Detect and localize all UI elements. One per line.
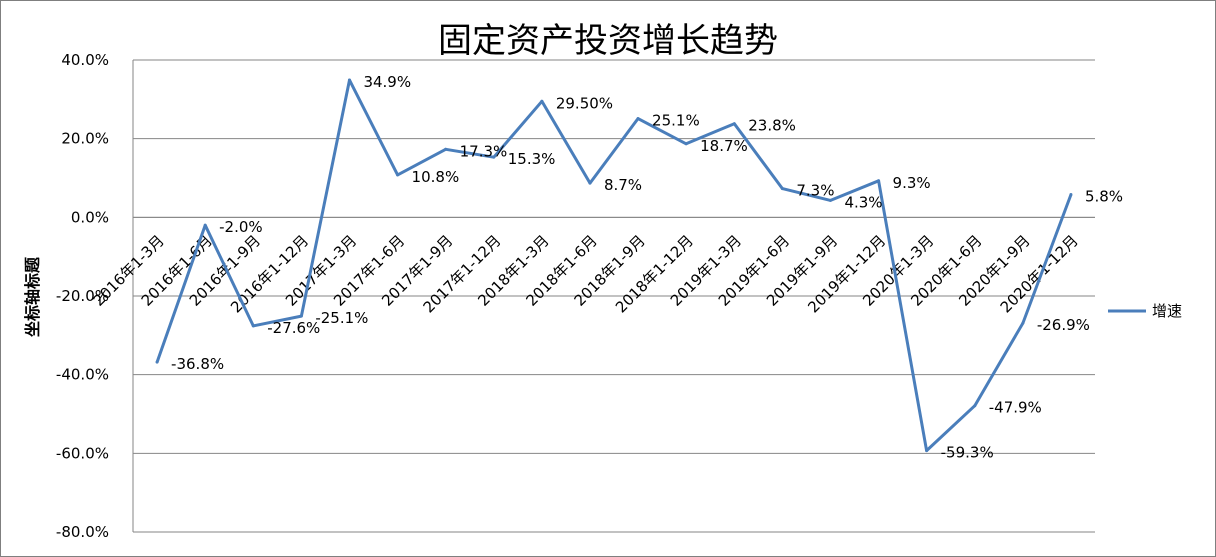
data-point bbox=[780, 187, 784, 191]
data-label: 8.7% bbox=[604, 176, 642, 194]
data-label: -47.9% bbox=[989, 399, 1042, 417]
data-point bbox=[684, 142, 688, 146]
data-point bbox=[925, 449, 929, 453]
data-point bbox=[155, 360, 159, 364]
gridlines bbox=[133, 59, 1095, 533]
series-lines bbox=[155, 78, 1073, 453]
y-tick-label: 40.0% bbox=[61, 51, 109, 69]
data-label: -25.1% bbox=[315, 309, 368, 327]
y-tick-label: -40.0% bbox=[56, 366, 109, 384]
data-label: -27.6% bbox=[267, 319, 320, 337]
y-tick-label: -20.0% bbox=[56, 287, 109, 305]
y-tick-label: 0.0% bbox=[71, 208, 109, 226]
data-point bbox=[203, 223, 207, 227]
data-label: -2.0% bbox=[219, 218, 263, 236]
data-labels: -36.8% -2.0% -27.6%-25.1% 34.9% 10.8%17.3% 15… bbox=[171, 73, 1123, 462]
data-label: 25.1% bbox=[652, 112, 700, 130]
data-label: -36.8% bbox=[171, 355, 224, 373]
data-point bbox=[396, 173, 400, 177]
data-point bbox=[251, 324, 255, 328]
y-axis: 40.0% 20.0% 0.0% -20.0% -40.0% -60.0% -80.0% bbox=[56, 51, 134, 541]
data-point bbox=[973, 404, 977, 408]
legend: 增速 bbox=[1108, 302, 1182, 320]
chart-title: 固定资产投资增长趋势 bbox=[438, 21, 778, 61]
data-point bbox=[732, 122, 736, 126]
data-point bbox=[1069, 193, 1073, 197]
data-point bbox=[492, 155, 496, 159]
data-label: 9.3% bbox=[893, 174, 931, 192]
legend-label: 增速 bbox=[1152, 302, 1182, 320]
data-label: 29.50% bbox=[556, 94, 613, 112]
data-label: 4.3% bbox=[844, 193, 882, 211]
data-point bbox=[299, 314, 303, 318]
data-point bbox=[877, 179, 881, 183]
data-point bbox=[636, 117, 640, 121]
data-point bbox=[540, 99, 544, 103]
series-line-zengsu bbox=[155, 78, 1073, 453]
data-label: 34.9% bbox=[363, 73, 411, 91]
y-tick-label: 20.0% bbox=[61, 130, 109, 148]
y-tick-label: -80.0% bbox=[56, 523, 109, 541]
data-point bbox=[828, 198, 832, 202]
data-label: 7.3% bbox=[796, 182, 834, 200]
data-point bbox=[444, 147, 448, 151]
data-point bbox=[588, 181, 592, 185]
data-label: 23.8% bbox=[748, 117, 796, 135]
data-label: 15.3% bbox=[508, 150, 556, 168]
data-point bbox=[347, 78, 351, 82]
y-axis-title: 坐标轴标题 bbox=[23, 256, 42, 337]
data-label: -59.3% bbox=[941, 444, 994, 462]
y-tick-label: -60.0% bbox=[56, 444, 109, 462]
data-label: 5.8% bbox=[1085, 188, 1123, 206]
data-label: 17.3% bbox=[460, 142, 508, 160]
data-label: 18.7% bbox=[700, 137, 748, 155]
data-point bbox=[1021, 321, 1025, 325]
data-label: -26.9% bbox=[1037, 316, 1090, 334]
data-label: 10.8% bbox=[412, 168, 460, 186]
